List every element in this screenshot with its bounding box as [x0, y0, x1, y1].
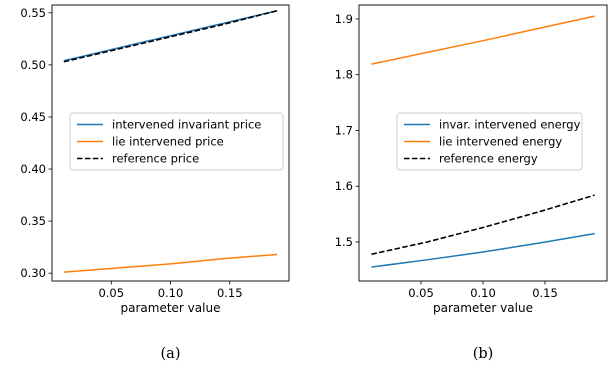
legend-label: intervened invariant price [112, 118, 261, 132]
y-tick-label: 1.8 [335, 68, 353, 82]
chart-panel-b: 0.05 0.10 0.15 1.5 1.6 1.7 1.8 1.9 parameter val… [335, 4, 608, 362]
y-tick-label: 1.6 [335, 179, 353, 193]
legend-label: lie intervened energy [439, 135, 562, 149]
legend-label: reference price [112, 152, 199, 166]
panel-caption: (b) [473, 346, 494, 362]
y-tick-label: 0.30 [20, 266, 46, 280]
series-line [63, 253, 278, 273]
x-axis-label: parameter value [121, 301, 221, 315]
series-line [371, 15, 595, 65]
series-line [63, 9, 278, 63]
x-tick-label: 0.10 [470, 286, 496, 300]
y-tick-label: 1.5 [335, 235, 353, 249]
legend-label: invar. intervened energy [439, 118, 581, 132]
x-tick-label: 0.05 [98, 286, 124, 300]
y-tick-label: 0.50 [20, 58, 46, 72]
y-tick-label: 1.7 [335, 123, 353, 137]
x-tick-label: 0.10 [158, 286, 184, 300]
y-tick-label: 0.55 [20, 6, 46, 20]
series-line [371, 232, 595, 268]
panel-caption: (a) [161, 346, 181, 362]
y-tick-label: 0.40 [20, 162, 46, 176]
x-tick-label: 0.15 [217, 286, 243, 300]
legend-box [69, 112, 284, 171]
y-tick-label: 0.45 [20, 110, 46, 124]
y-tick-label: 1.9 [335, 12, 353, 26]
x-tick-label: 0.15 [532, 286, 558, 300]
legend-box [396, 112, 583, 171]
chart-panel-a: 0.05 0.10 0.15 0.30 0.35 0.40 0.45 0.50 0.55 para… [20, 4, 290, 362]
legend-label: lie intervened price [112, 135, 224, 149]
x-tick-label: 0.05 [408, 286, 434, 300]
x-axis-label: parameter value [433, 301, 533, 315]
series-line [371, 194, 595, 256]
legend-label: reference energy [439, 152, 538, 166]
y-tick-label: 0.35 [20, 214, 46, 228]
